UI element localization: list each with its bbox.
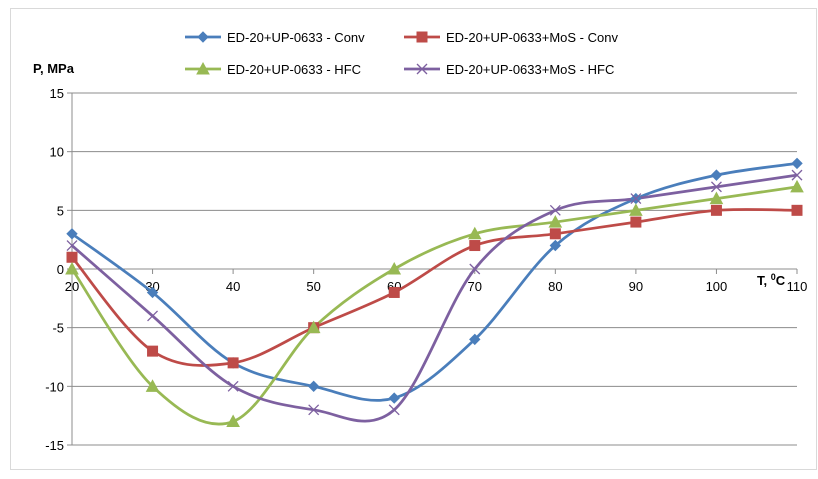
chart-frame bbox=[10, 8, 817, 470]
x-tick-label: 110 bbox=[787, 279, 808, 294]
data-point-series-4 bbox=[308, 404, 320, 416]
series-line-2 bbox=[70, 208, 798, 367]
data-point-series-2 bbox=[630, 216, 642, 228]
x-tick-label: 40 bbox=[226, 279, 240, 294]
y-tick-label: 10 bbox=[50, 145, 64, 160]
series-line-4 bbox=[71, 173, 798, 423]
marker-stroke bbox=[416, 63, 428, 75]
data-point-series-2 bbox=[227, 357, 239, 369]
data-point-series-1 bbox=[549, 239, 562, 252]
y-tick-labels: -15 -10 -5 0 5 10 15 bbox=[45, 86, 64, 453]
data-point-series-2 bbox=[549, 228, 561, 240]
x-tick-label: 20 bbox=[65, 279, 79, 294]
data-point-series-3 bbox=[629, 203, 643, 216]
y-tick-label: -15 bbox=[45, 438, 64, 453]
data-point-series-4 bbox=[710, 181, 722, 193]
marker-stroke bbox=[469, 263, 481, 275]
data-point-series-3 bbox=[306, 320, 321, 334]
data-point-series-3 bbox=[548, 215, 563, 228]
data-point-series-3 bbox=[387, 261, 402, 275]
x-tick-labels: 20 30 40 50 60 70 80 90 100 110 bbox=[65, 279, 808, 294]
legend-marker bbox=[196, 61, 210, 75]
data-point-series-4 bbox=[630, 193, 642, 205]
marker-stroke bbox=[66, 240, 78, 251]
data-point-series-4 bbox=[469, 263, 481, 275]
data-point-series-1 bbox=[146, 286, 159, 299]
grid-lines bbox=[72, 92, 797, 446]
y-tick-label: -5 bbox=[52, 321, 64, 336]
x-axis-title-tail: C bbox=[776, 273, 786, 288]
data-point-series-3 bbox=[790, 179, 804, 193]
legend: ED-20+UP-0633 - Conv ED-20+UP-0633+MoS - … bbox=[185, 30, 618, 77]
marker-stroke bbox=[308, 404, 320, 416]
legend-marker bbox=[416, 63, 428, 75]
series-line-1 bbox=[71, 162, 798, 402]
y-axis-title: P, MPa bbox=[33, 61, 75, 76]
data-point-series-2 bbox=[66, 251, 78, 263]
legend-label: ED-20+UP-0633 - HFC bbox=[227, 62, 361, 77]
data-point-series-2 bbox=[791, 204, 803, 216]
data-point-series-1 bbox=[307, 380, 320, 393]
data-point-series-3 bbox=[226, 414, 240, 428]
data-point-series-4 bbox=[66, 240, 78, 251]
x-axis-title: T, 0C bbox=[757, 272, 786, 288]
data-point-series-3 bbox=[709, 191, 724, 205]
y-tick-label: -10 bbox=[45, 379, 64, 394]
y-tick-label: 15 bbox=[50, 86, 64, 101]
data-point-series-1 bbox=[791, 157, 803, 170]
data-point-series-4 bbox=[147, 310, 159, 322]
x-axis-title-main: T, bbox=[757, 273, 771, 288]
y-tick-label: 5 bbox=[57, 203, 64, 218]
legend-label: ED-20+UP-0633+MoS - HFC bbox=[446, 62, 614, 77]
data-point-series-4 bbox=[388, 404, 400, 416]
legend-marker bbox=[197, 31, 209, 43]
data-point-series-4 bbox=[791, 169, 803, 181]
data-point-series-1 bbox=[469, 333, 481, 346]
series-lines bbox=[70, 162, 798, 426]
marker-stroke bbox=[388, 404, 400, 416]
series-markers bbox=[65, 157, 804, 428]
x-tick-label: 90 bbox=[629, 279, 643, 294]
marker-stroke bbox=[630, 193, 642, 205]
x-tick-label: 80 bbox=[548, 279, 562, 294]
x-tick-label: 100 bbox=[706, 279, 728, 294]
legend-item-2: ED-20+UP-0633+MoS - Conv bbox=[404, 30, 618, 45]
data-point-series-1 bbox=[66, 228, 78, 240]
legend-label: ED-20+UP-0633+MoS - Conv bbox=[446, 30, 618, 45]
legend-item-3: ED-20+UP-0633 - HFC bbox=[185, 61, 361, 77]
data-point-series-2 bbox=[388, 286, 400, 298]
x-tick-label: 50 bbox=[306, 279, 320, 294]
data-point-series-4 bbox=[227, 380, 239, 392]
data-point-series-2 bbox=[147, 345, 159, 357]
x-tick-label: 70 bbox=[468, 279, 482, 294]
data-point-series-2 bbox=[710, 204, 722, 216]
marker-stroke bbox=[549, 204, 561, 216]
legend-marker bbox=[416, 31, 428, 43]
data-point-series-1 bbox=[710, 169, 723, 181]
data-point-series-3 bbox=[145, 379, 160, 392]
x-axis-title-sup: 0 bbox=[771, 272, 776, 282]
legend-item-1: ED-20+UP-0633 - Conv bbox=[185, 30, 365, 45]
data-point-series-1 bbox=[388, 392, 400, 404]
marker-stroke bbox=[710, 181, 722, 193]
marker-stroke bbox=[791, 169, 803, 181]
series-line-3 bbox=[70, 185, 798, 426]
data-point-series-4 bbox=[549, 204, 561, 216]
legend-item-4: ED-20+UP-0633+MoS - HFC bbox=[404, 62, 614, 77]
legend-label: ED-20+UP-0633 - Conv bbox=[227, 30, 365, 45]
data-point-series-2 bbox=[469, 240, 481, 252]
data-point-series-3 bbox=[65, 261, 79, 275]
data-point-series-3 bbox=[467, 226, 482, 240]
marker-stroke bbox=[227, 380, 239, 392]
marker-stroke bbox=[147, 310, 159, 322]
y-tick-label: 0 bbox=[57, 262, 64, 277]
